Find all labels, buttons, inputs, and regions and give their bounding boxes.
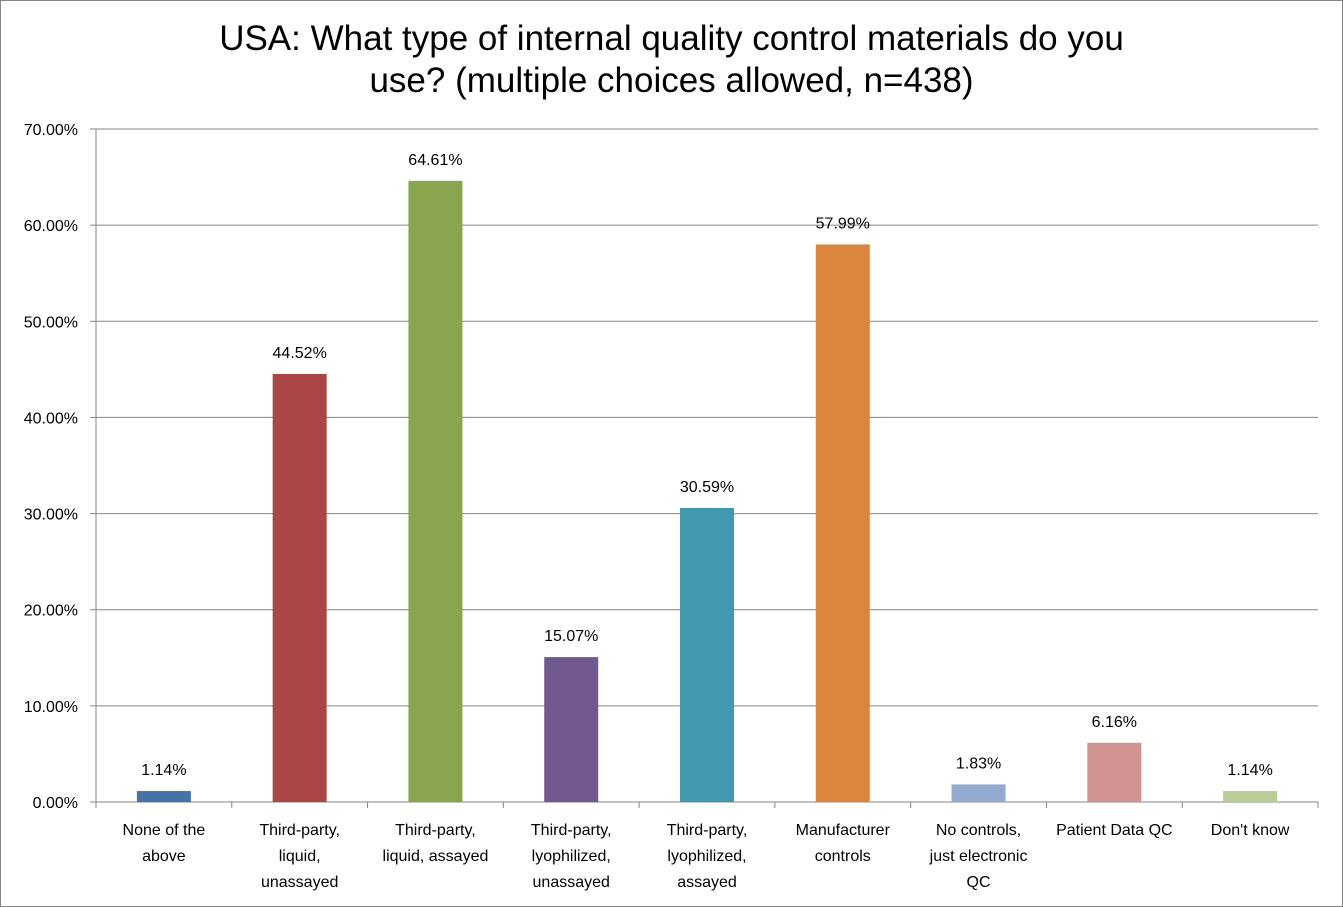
bar-9 xyxy=(1223,791,1278,802)
bar-7 xyxy=(951,784,1006,802)
data-label: 30.59% xyxy=(680,479,734,496)
x-tick-label: Third-party, xyxy=(259,822,340,839)
data-label: 6.16% xyxy=(1092,714,1137,731)
y-tick-label: 70.00% xyxy=(24,122,78,139)
y-tick-label: 10.00% xyxy=(24,699,78,716)
x-tick-label: unassayed xyxy=(533,874,610,891)
x-tick-label: just electronic xyxy=(929,848,1028,865)
bar-4 xyxy=(544,657,599,802)
bar-6 xyxy=(815,244,870,802)
data-label: 15.07% xyxy=(544,628,598,645)
x-tick-label: Third-party, xyxy=(531,822,612,839)
x-tick-label: liquid, xyxy=(279,848,321,865)
y-tick-label: 0.00% xyxy=(33,795,78,812)
bar-5 xyxy=(680,507,734,802)
x-tick-label: QC xyxy=(967,874,991,891)
data-label: 1.83% xyxy=(956,755,1001,772)
chart-title-line-1: USA: What type of internal quality contr… xyxy=(219,19,1124,58)
x-tick-label: unassayed xyxy=(261,874,338,891)
data-label: 57.99% xyxy=(816,215,870,232)
x-tick-label: Patient Data QC xyxy=(1056,822,1173,839)
data-label: 44.52% xyxy=(273,345,327,362)
chart-title: USA: What type of internal quality contr… xyxy=(0,18,1343,102)
bar-3 xyxy=(408,180,463,803)
x-tick-label: assayed xyxy=(677,874,737,891)
x-tick-label: above xyxy=(142,848,186,865)
x-tick-label: controls xyxy=(815,848,871,865)
x-tick-label: Third-party, xyxy=(395,822,476,839)
bar-8 xyxy=(1087,742,1142,802)
x-tick-label: Manufacturer xyxy=(796,822,891,839)
data-label: 64.61% xyxy=(408,152,462,169)
y-tick-label: 20.00% xyxy=(24,603,78,620)
data-label: 1.14% xyxy=(141,762,186,779)
bar-1 xyxy=(136,791,191,802)
x-tick-label: lyophilized, xyxy=(532,848,611,865)
y-tick-label: 60.00% xyxy=(24,218,78,235)
x-tick-label: lyophilized, xyxy=(667,848,746,865)
chart-title-line-2: use? (multiple choices allowed, n=438) xyxy=(369,61,974,100)
x-tick-label: None of the xyxy=(123,822,206,839)
x-tick-label: No controls, xyxy=(936,822,1021,839)
y-tick-label: 50.00% xyxy=(24,314,78,331)
data-label: 1.14% xyxy=(1227,762,1272,779)
y-tick-label: 40.00% xyxy=(24,410,78,427)
x-tick-label: Don't know xyxy=(1211,822,1290,839)
y-tick-label: 30.00% xyxy=(24,507,78,524)
x-tick-label: liquid, assayed xyxy=(383,848,489,865)
x-tick-label: Third-party, xyxy=(667,822,748,839)
bar-2 xyxy=(272,373,327,802)
